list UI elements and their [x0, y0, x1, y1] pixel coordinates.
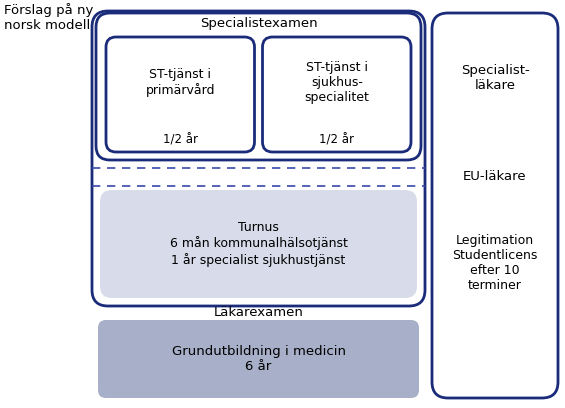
FancyBboxPatch shape	[92, 11, 425, 306]
FancyBboxPatch shape	[98, 320, 419, 398]
Text: Förslag på ny
norsk modell: Förslag på ny norsk modell	[4, 3, 93, 32]
FancyBboxPatch shape	[263, 37, 411, 152]
Text: 1/2 år: 1/2 år	[319, 133, 354, 146]
FancyBboxPatch shape	[106, 37, 254, 152]
Text: Specialistexamen: Specialistexamen	[199, 17, 318, 30]
FancyBboxPatch shape	[96, 13, 421, 160]
FancyBboxPatch shape	[100, 190, 417, 298]
FancyBboxPatch shape	[432, 13, 558, 398]
Text: EU-läkare: EU-läkare	[463, 169, 527, 182]
Text: ST-tjänst i
primärvård: ST-tjänst i primärvård	[146, 68, 215, 97]
Text: Läkarexamen: Läkarexamen	[214, 306, 303, 319]
Text: Grundutbildning i medicin
6 år: Grundutbildning i medicin 6 år	[172, 345, 346, 373]
Text: Legitimation
Studentlicens
efter 10
terminer: Legitimation Studentlicens efter 10 term…	[453, 234, 538, 292]
Text: ST-tjänst i
sjukhus-
specialitet: ST-tjänst i sjukhus- specialitet	[305, 61, 369, 104]
Text: Specialist-
läkare: Specialist- läkare	[460, 64, 529, 92]
Text: Turnus
6 mån kommunalhälsotjänst
1 år specialist sjukhustjänst: Turnus 6 mån kommunalhälsotjänst 1 år sp…	[170, 221, 347, 267]
Text: 1/2 år: 1/2 år	[163, 133, 198, 146]
